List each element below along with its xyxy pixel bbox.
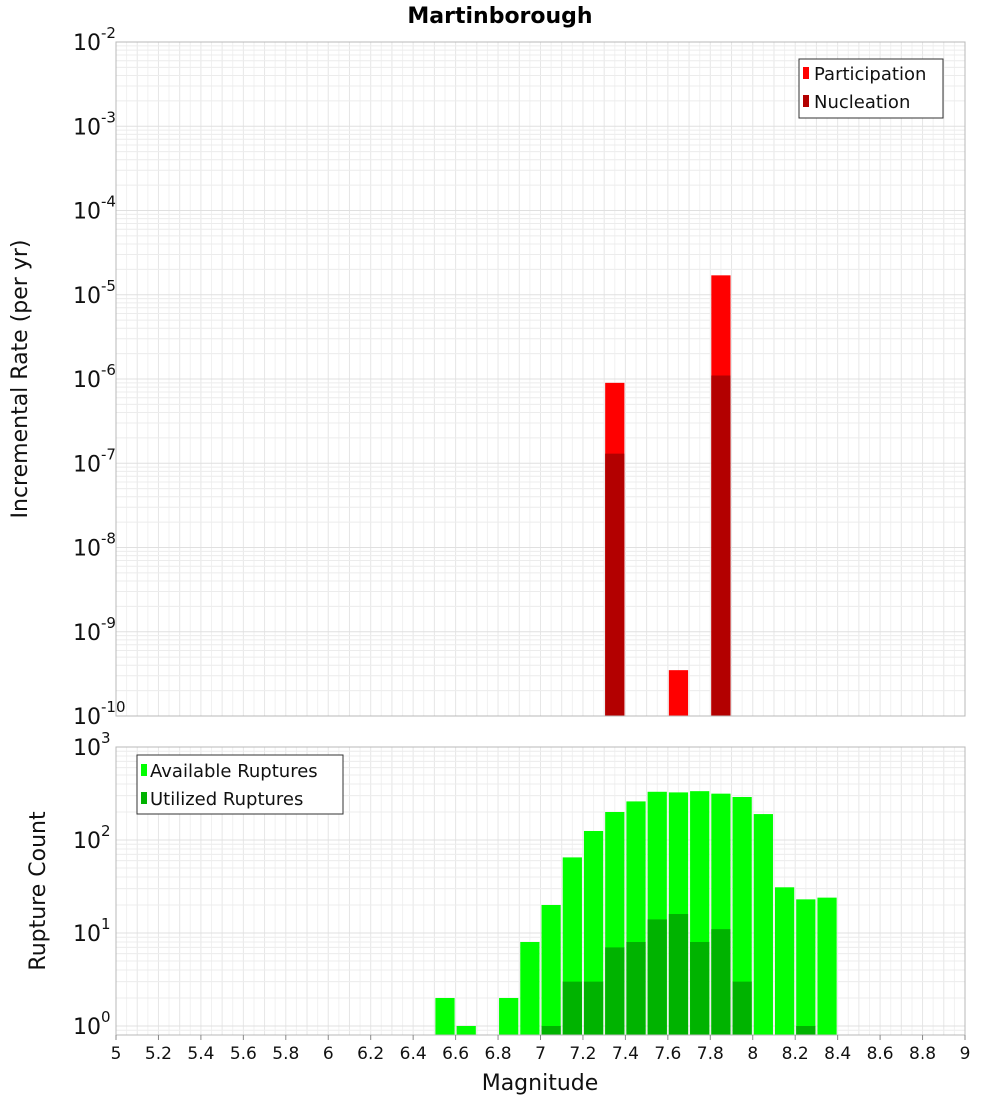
- x-axis-label: Magnitude: [482, 1071, 599, 1096]
- bottom-legend-box: [136, 754, 344, 815]
- top-plot-frame: [115, 41, 966, 717]
- top-y-tick-label: 10-10: [73, 698, 126, 730]
- bottom-available-ruptures-bar: [456, 1025, 476, 1035]
- nucleation-legend-label: Nucleation: [814, 92, 910, 113]
- top-y-tick-label: 10-6: [73, 361, 116, 393]
- x-tick-label: 6.2: [357, 1044, 384, 1064]
- chart-title: Martinborough: [407, 4, 592, 29]
- rupture-count-panel: 103 102 101 100 Rupture Count Available Rup…: [26, 729, 970, 1096]
- available-legend-label: Available Ruptures: [150, 761, 318, 782]
- top-y-ticks: 10-2 10-3 10-4 10-5 10-6 10-7 10-8 10-9 10-10: [73, 24, 126, 730]
- bottom-utilized-ruptures-bar: [668, 914, 689, 1035]
- nucleation-legend-swatch: [803, 95, 809, 107]
- bottom-available-ruptures-bar: [499, 997, 519, 1035]
- bottom-y-tick-label: 100: [73, 1008, 111, 1040]
- bottom-utilized-ruptures-bar: [562, 981, 582, 1035]
- bottom-y-ticks: 103 102 101 100: [73, 729, 111, 1040]
- top-bars: [605, 275, 731, 716]
- top-y-tick-label: 10-2: [73, 24, 116, 56]
- bottom-utilized-ruptures-bar: [796, 1025, 816, 1035]
- x-tick-label: 7.6: [654, 1044, 681, 1064]
- x-tick-label: 6.8: [485, 1044, 512, 1064]
- bottom-available-ruptures-bar: [774, 887, 795, 1035]
- bottom-y-axis-label: Rupture Count: [26, 811, 51, 971]
- x-tick-label: 5.6: [230, 1044, 257, 1064]
- x-tick-label: 7.2: [569, 1044, 596, 1064]
- top-legend-box: [798, 58, 944, 119]
- top-nucleation-bar: [605, 453, 625, 716]
- top-nucleation-bar: [711, 375, 731, 716]
- bottom-available-ruptures-bar: [541, 904, 561, 1035]
- x-tick-label: 6: [323, 1044, 334, 1064]
- available-legend-swatch: [141, 764, 147, 776]
- bottom-utilized-ruptures-bar: [732, 981, 752, 1035]
- x-tick-label: 7: [535, 1044, 546, 1064]
- x-tick-label: 9: [960, 1044, 971, 1064]
- bottom-y-tick-label: 102: [73, 822, 111, 854]
- top-legend: Participation Nucleation: [798, 58, 944, 119]
- top-y-tick-label: 10-5: [73, 277, 116, 309]
- bottom-utilized-ruptures-bar: [711, 929, 731, 1035]
- top-y-tick-label: 10-7: [73, 445, 116, 477]
- top-participation-bar: [668, 670, 689, 716]
- x-tick-label: 5.8: [272, 1044, 299, 1064]
- x-tick-label: 6.6: [442, 1044, 469, 1064]
- bottom-available-ruptures-bar: [435, 997, 455, 1035]
- participation-legend-swatch: [803, 67, 809, 79]
- x-tick-label: 5: [111, 1044, 122, 1064]
- x-tick-label: 7.8: [697, 1044, 724, 1064]
- x-tick-label: 5.4: [187, 1044, 214, 1064]
- top-y-tick-label: 10-8: [73, 530, 116, 562]
- utilized-legend-swatch: [141, 792, 147, 804]
- bottom-utilized-ruptures-bar: [626, 942, 646, 1035]
- bottom-available-ruptures-bar: [753, 814, 773, 1035]
- top-y-tick-label: 10-4: [73, 193, 116, 225]
- utilized-legend-label: Utilized Ruptures: [150, 789, 303, 810]
- bottom-utilized-ruptures-bar: [690, 942, 710, 1035]
- bottom-y-tick-label: 103: [73, 729, 111, 761]
- bottom-utilized-ruptures-bar: [605, 947, 625, 1035]
- top-y-tick-label: 10-3: [73, 108, 116, 140]
- bottom-available-ruptures-bar: [796, 899, 816, 1035]
- x-tick-label: 5.2: [145, 1044, 172, 1064]
- x-tick-label: 6.4: [400, 1044, 427, 1064]
- x-tick-label: 8.8: [909, 1044, 936, 1064]
- participation-legend-label: Participation: [814, 64, 926, 85]
- x-tick-label: 7.4: [612, 1044, 639, 1064]
- bottom-available-ruptures-bar: [817, 897, 837, 1035]
- bottom-utilized-ruptures-bar: [647, 919, 667, 1035]
- bottom-legend: Available Ruptures Utilized Ruptures: [136, 754, 344, 815]
- top-grid: [115, 41, 966, 717]
- x-tick-label: 8: [747, 1044, 758, 1064]
- bottom-utilized-ruptures-bar: [583, 981, 604, 1035]
- x-tick-label: 8.6: [867, 1044, 894, 1064]
- top-y-tick-label: 10-9: [73, 614, 116, 646]
- bottom-utilized-ruptures-bar: [541, 1025, 561, 1035]
- participation-panel: 10-2 10-3 10-4 10-5 10-6 10-7 10-8 10-9 10-10 In…: [8, 24, 966, 730]
- bottom-bars: [435, 791, 837, 1035]
- x-ticks: 5 5.2 5.4 5.6 5.8 6 6.2 6.4 6.6 6.8 7 7.2 7.4 7.6 7.8 8…: [111, 1035, 971, 1064]
- x-tick-label: 8.4: [824, 1044, 851, 1064]
- bottom-available-ruptures-bar: [732, 796, 752, 1035]
- top-y-axis-label: Incremental Rate (per yr): [8, 240, 33, 519]
- bottom-available-ruptures-bar: [520, 942, 540, 1035]
- x-tick-label: 8.2: [782, 1044, 809, 1064]
- bottom-y-tick-label: 101: [73, 915, 111, 947]
